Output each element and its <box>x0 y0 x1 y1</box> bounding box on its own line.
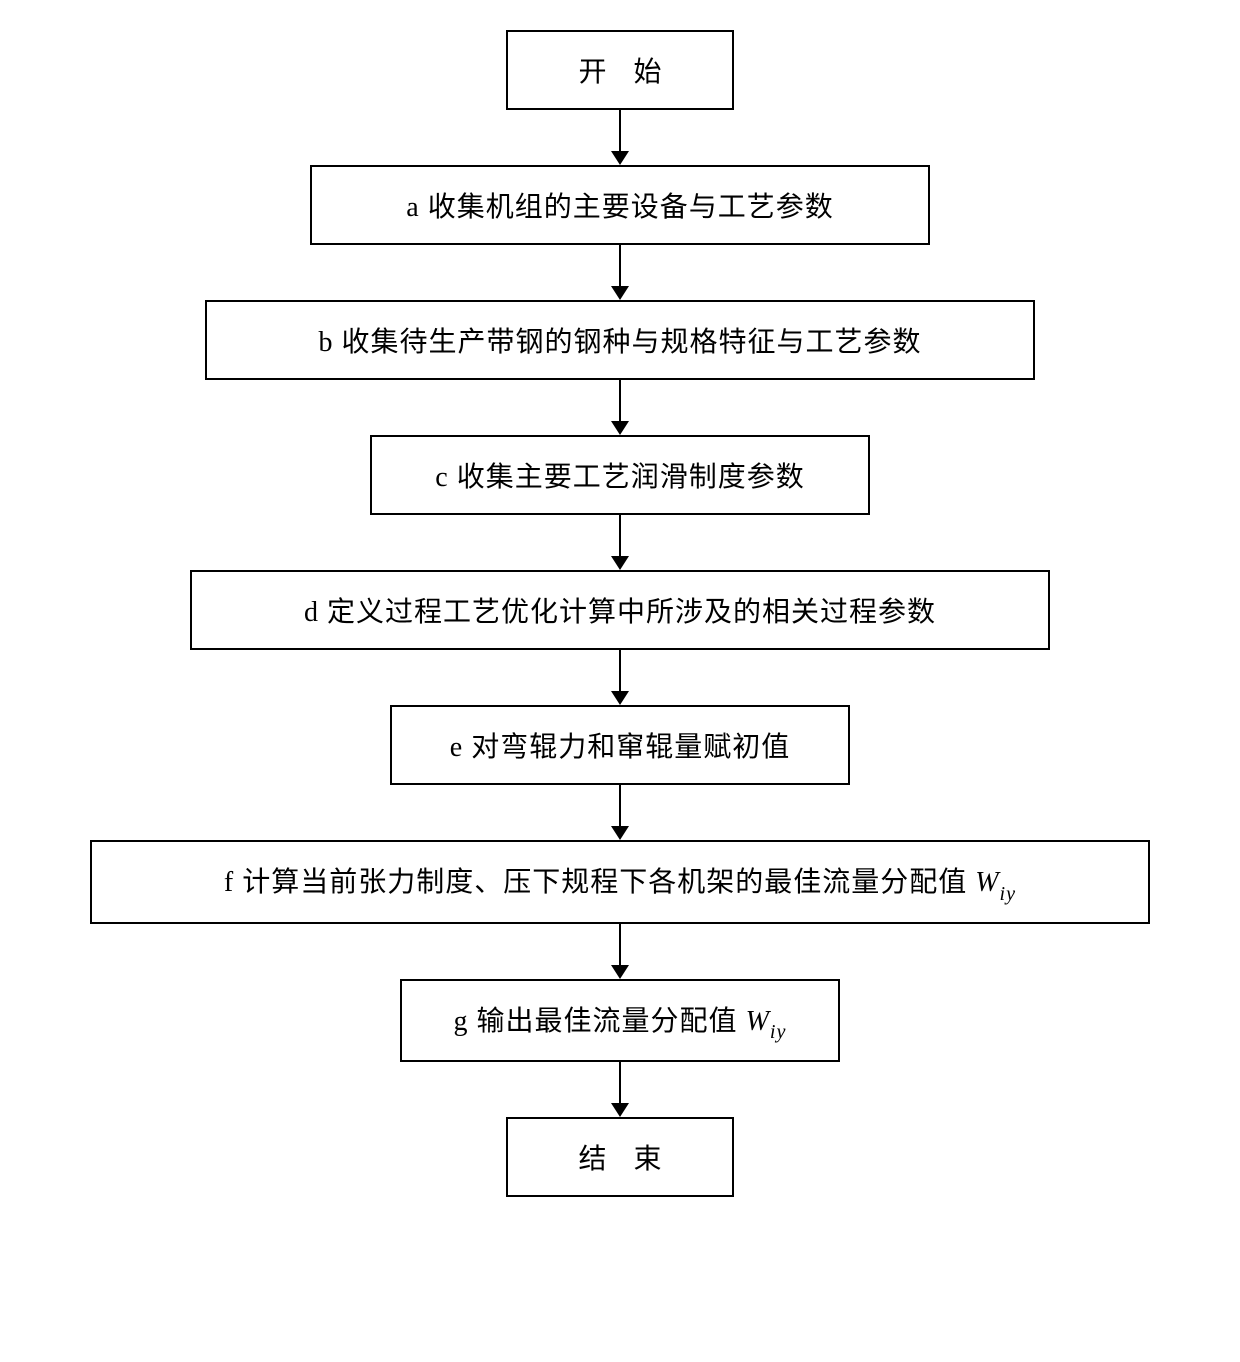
step-g-prefix: g 输出最佳流量分配值 <box>454 1006 746 1037</box>
arrow-head-icon <box>611 286 629 300</box>
flowchart-container: 开 始 a 收集机组的主要设备与工艺参数 b 收集待生产带钢的钢种与规格特征与工… <box>70 30 1170 1197</box>
step-g-node: g 输出最佳流量分配值 Wiy <box>400 979 840 1063</box>
arrow-line <box>619 1062 621 1103</box>
arrow <box>611 650 629 705</box>
arrow <box>611 245 629 300</box>
end-label: 结 束 <box>538 1137 701 1177</box>
step-c-label: c 收集主要工艺润滑制度参数 <box>435 455 804 495</box>
step-f-node: f 计算当前张力制度、压下规程下各机架的最佳流量分配值 Wiy <box>90 840 1150 924</box>
arrow-head-icon <box>611 1103 629 1117</box>
step-f-label: f 计算当前张力制度、压下规程下各机架的最佳流量分配值 Wiy <box>224 860 1016 904</box>
arrow-head-icon <box>611 965 629 979</box>
start-label: 开 始 <box>538 50 701 90</box>
arrow <box>611 924 629 979</box>
step-d-label: d 定义过程工艺优化计算中所涉及的相关过程参数 <box>304 590 936 630</box>
step-d-node: d 定义过程工艺优化计算中所涉及的相关过程参数 <box>190 570 1050 650</box>
arrow-line <box>619 380 621 421</box>
step-g-label: g 输出最佳流量分配值 Wiy <box>454 999 787 1043</box>
step-b-label: b 收集待生产带钢的钢种与规格特征与工艺参数 <box>318 320 921 360</box>
arrow-head-icon <box>611 151 629 165</box>
arrow-head-icon <box>611 421 629 435</box>
step-g-subscript: iy <box>770 1021 787 1043</box>
arrow-line <box>619 245 621 286</box>
arrow-line <box>619 110 621 151</box>
arrow <box>611 110 629 165</box>
arrow-line <box>619 515 621 556</box>
step-e-label: e 对弯辊力和窜辊量赋初值 <box>450 725 790 765</box>
step-f-var: W <box>975 867 999 898</box>
arrow-head-icon <box>611 826 629 840</box>
step-b-node: b 收集待生产带钢的钢种与规格特征与工艺参数 <box>205 300 1035 380</box>
step-a-node: a 收集机组的主要设备与工艺参数 <box>310 165 930 245</box>
step-a-label: a 收集机组的主要设备与工艺参数 <box>406 185 833 225</box>
end-node: 结 束 <box>506 1117 733 1197</box>
arrow-line <box>619 785 621 826</box>
step-c-node: c 收集主要工艺润滑制度参数 <box>370 435 870 515</box>
step-f-prefix: f 计算当前张力制度、压下规程下各机架的最佳流量分配值 <box>224 867 975 898</box>
start-node: 开 始 <box>506 30 733 110</box>
arrow-head-icon <box>611 556 629 570</box>
arrow <box>611 1062 629 1117</box>
step-f-subscript: iy <box>1000 883 1017 905</box>
arrow-head-icon <box>611 691 629 705</box>
arrow <box>611 515 629 570</box>
arrow <box>611 380 629 435</box>
step-g-var: W <box>746 1006 770 1037</box>
arrow-line <box>619 650 621 691</box>
step-e-node: e 对弯辊力和窜辊量赋初值 <box>390 705 850 785</box>
arrow-line <box>619 924 621 965</box>
arrow <box>611 785 629 840</box>
